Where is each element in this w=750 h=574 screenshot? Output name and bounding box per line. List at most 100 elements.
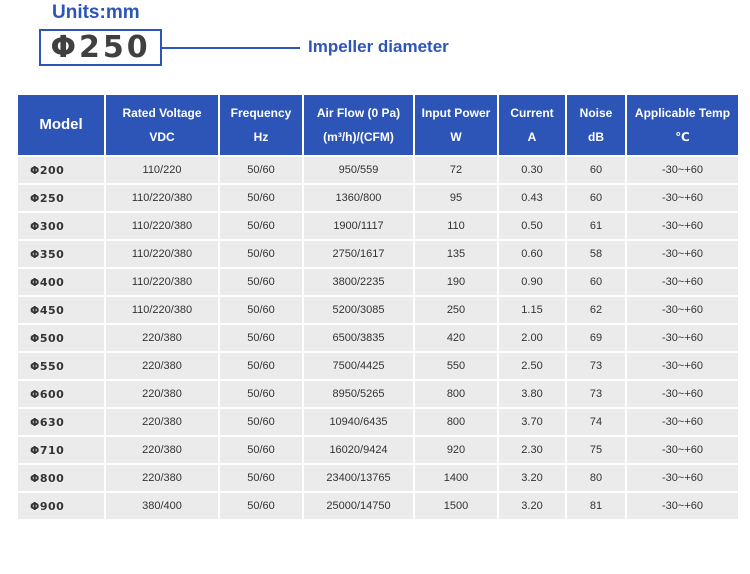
- table-cell: 1900/1117: [304, 213, 413, 239]
- table-cell: 220/380: [106, 409, 218, 435]
- column-header: Current A: [499, 95, 565, 155]
- column-header-title: Applicable Temp: [634, 106, 731, 120]
- table-cell: 50/60: [220, 325, 302, 351]
- table-row: Φ900 380/400 50/60 25000/14750 1500 3.20 81 -30…: [18, 493, 738, 519]
- table-cell: 110/220/380: [106, 269, 218, 295]
- model-cell: Φ710: [18, 437, 104, 463]
- model-cell: Φ450: [18, 297, 104, 323]
- table-cell: 81: [567, 493, 625, 519]
- column-header-unit: VDC: [149, 130, 175, 144]
- table-cell: -30~+60: [627, 381, 738, 407]
- table-row: Φ250 110/220/380 50/60 1360/800 95 0.43 60 -30~…: [18, 185, 738, 211]
- table-cell: 380/400: [106, 493, 218, 519]
- table-cell: 110/220/380: [106, 297, 218, 323]
- table-cell: 5200/3085: [304, 297, 413, 323]
- table-cell: -30~+60: [627, 185, 738, 211]
- model-cell: Φ900: [18, 493, 104, 519]
- table-cell: 1500: [415, 493, 497, 519]
- table-cell: 220/380: [106, 381, 218, 407]
- table-cell: -30~+60: [627, 297, 738, 323]
- table-cell: 950/559: [304, 157, 413, 183]
- table-cell: 110/220/380: [106, 213, 218, 239]
- table-cell: 50/60: [220, 185, 302, 211]
- table-row: Φ400 110/220/380 50/60 3800/2235 190 0.90 60 -3…: [18, 269, 738, 295]
- table-cell: -30~+60: [627, 241, 738, 267]
- table-cell: 220/380: [106, 353, 218, 379]
- table-cell: 0.60: [499, 241, 565, 267]
- column-header-title: Input Power: [421, 106, 491, 120]
- table-cell: 2.30: [499, 437, 565, 463]
- units-label: Units:mm: [52, 2, 140, 23]
- table-row: Φ710 220/380 50/60 16020/9424 920 2.30 75 -30~+…: [18, 437, 738, 463]
- table-row: Φ300 110/220/380 50/60 1900/1117 110 0.50 61 -3…: [18, 213, 738, 239]
- table-cell: 50/60: [220, 381, 302, 407]
- column-header-title: Current: [510, 106, 554, 120]
- table-cell: -30~+60: [627, 269, 738, 295]
- table-cell: 0.50: [499, 213, 565, 239]
- table-cell: 1360/800: [304, 185, 413, 211]
- table-cell: -30~+60: [627, 353, 738, 379]
- table-cell: -30~+60: [627, 213, 738, 239]
- column-header: Noise dB: [567, 95, 625, 155]
- spec-table: Model Rated Voltage VDC Frequency Hz Air Flow…: [16, 93, 740, 521]
- table-row: Φ200 110/220 50/60 950/559 72 0.30 60 -30~+60: [18, 157, 738, 183]
- table-cell: 0.30: [499, 157, 565, 183]
- model-cell: Φ500: [18, 325, 104, 351]
- table-cell: 73: [567, 381, 625, 407]
- table-cell: -30~+60: [627, 437, 738, 463]
- table-cell: 50/60: [220, 241, 302, 267]
- column-header-unit: A: [527, 130, 537, 144]
- table-cell: 2.00: [499, 325, 565, 351]
- table-cell: 800: [415, 381, 497, 407]
- table-row: Φ550 220/380 50/60 7500/4425 550 2.50 73 -30~+6…: [18, 353, 738, 379]
- table-cell: 50/60: [220, 409, 302, 435]
- table-cell: 7500/4425: [304, 353, 413, 379]
- column-header-title: Rated Voltage: [122, 106, 202, 120]
- table-cell: 73: [567, 353, 625, 379]
- table-cell: 2.50: [499, 353, 565, 379]
- table-cell: 1400: [415, 465, 497, 491]
- table-cell: 25000/14750: [304, 493, 413, 519]
- impeller-diameter-label: Impeller diameter: [308, 37, 449, 56]
- model-cell: Φ630: [18, 409, 104, 435]
- table-cell: 3.20: [499, 493, 565, 519]
- table-cell: 50/60: [220, 157, 302, 183]
- table-cell: 50/60: [220, 297, 302, 323]
- table-row: Φ350 110/220/380 50/60 2750/1617 135 0.60 58 -3…: [18, 241, 738, 267]
- table-cell: -30~+60: [627, 493, 738, 519]
- table-cell: 74: [567, 409, 625, 435]
- table-row: Φ450 110/220/380 50/60 5200/3085 250 1.15 62 -3…: [18, 297, 738, 323]
- column-header-unit: W: [450, 130, 462, 144]
- table-cell: 3.20: [499, 465, 565, 491]
- table-cell: 3.80: [499, 381, 565, 407]
- table-row: Φ500 220/380 50/60 6500/3835 420 2.00 69 -30~+6…: [18, 325, 738, 351]
- table-cell: -30~+60: [627, 325, 738, 351]
- column-header: Model: [18, 95, 104, 155]
- table-cell: 50/60: [220, 465, 302, 491]
- table-cell: 60: [567, 269, 625, 295]
- table-cell: 6500/3835: [304, 325, 413, 351]
- table-cell: 110/220: [106, 157, 218, 183]
- table-cell: 60: [567, 157, 625, 183]
- table-cell: 23400/13765: [304, 465, 413, 491]
- table-cell: 75: [567, 437, 625, 463]
- column-header-unit: ℃: [675, 130, 690, 144]
- table-cell: 920: [415, 437, 497, 463]
- column-header-unit: Hz: [253, 130, 269, 144]
- table-cell: 800: [415, 409, 497, 435]
- column-header-title: Frequency: [230, 106, 292, 120]
- table-cell: 3.70: [499, 409, 565, 435]
- table-cell: 80: [567, 465, 625, 491]
- table-cell: 3800/2235: [304, 269, 413, 295]
- table-header-row: Model Rated Voltage VDC Frequency Hz Air Flow…: [18, 95, 738, 155]
- model-cell: Φ600: [18, 381, 104, 407]
- table-row: Φ600 220/380 50/60 8950/5265 800 3.80 73 -30~+6…: [18, 381, 738, 407]
- column-header-unit: dB: [588, 130, 604, 144]
- table-row: Φ630 220/380 50/60 10940/6435 800 3.70 74 -30~+…: [18, 409, 738, 435]
- column-header: Rated Voltage VDC: [106, 95, 218, 155]
- table-cell: 2750/1617: [304, 241, 413, 267]
- table-cell: 8950/5265: [304, 381, 413, 407]
- table-cell: 16020/9424: [304, 437, 413, 463]
- column-header: Input Power W: [415, 95, 497, 155]
- column-header: Air Flow (0 Pa) (m³/h)/(CFM): [304, 95, 413, 155]
